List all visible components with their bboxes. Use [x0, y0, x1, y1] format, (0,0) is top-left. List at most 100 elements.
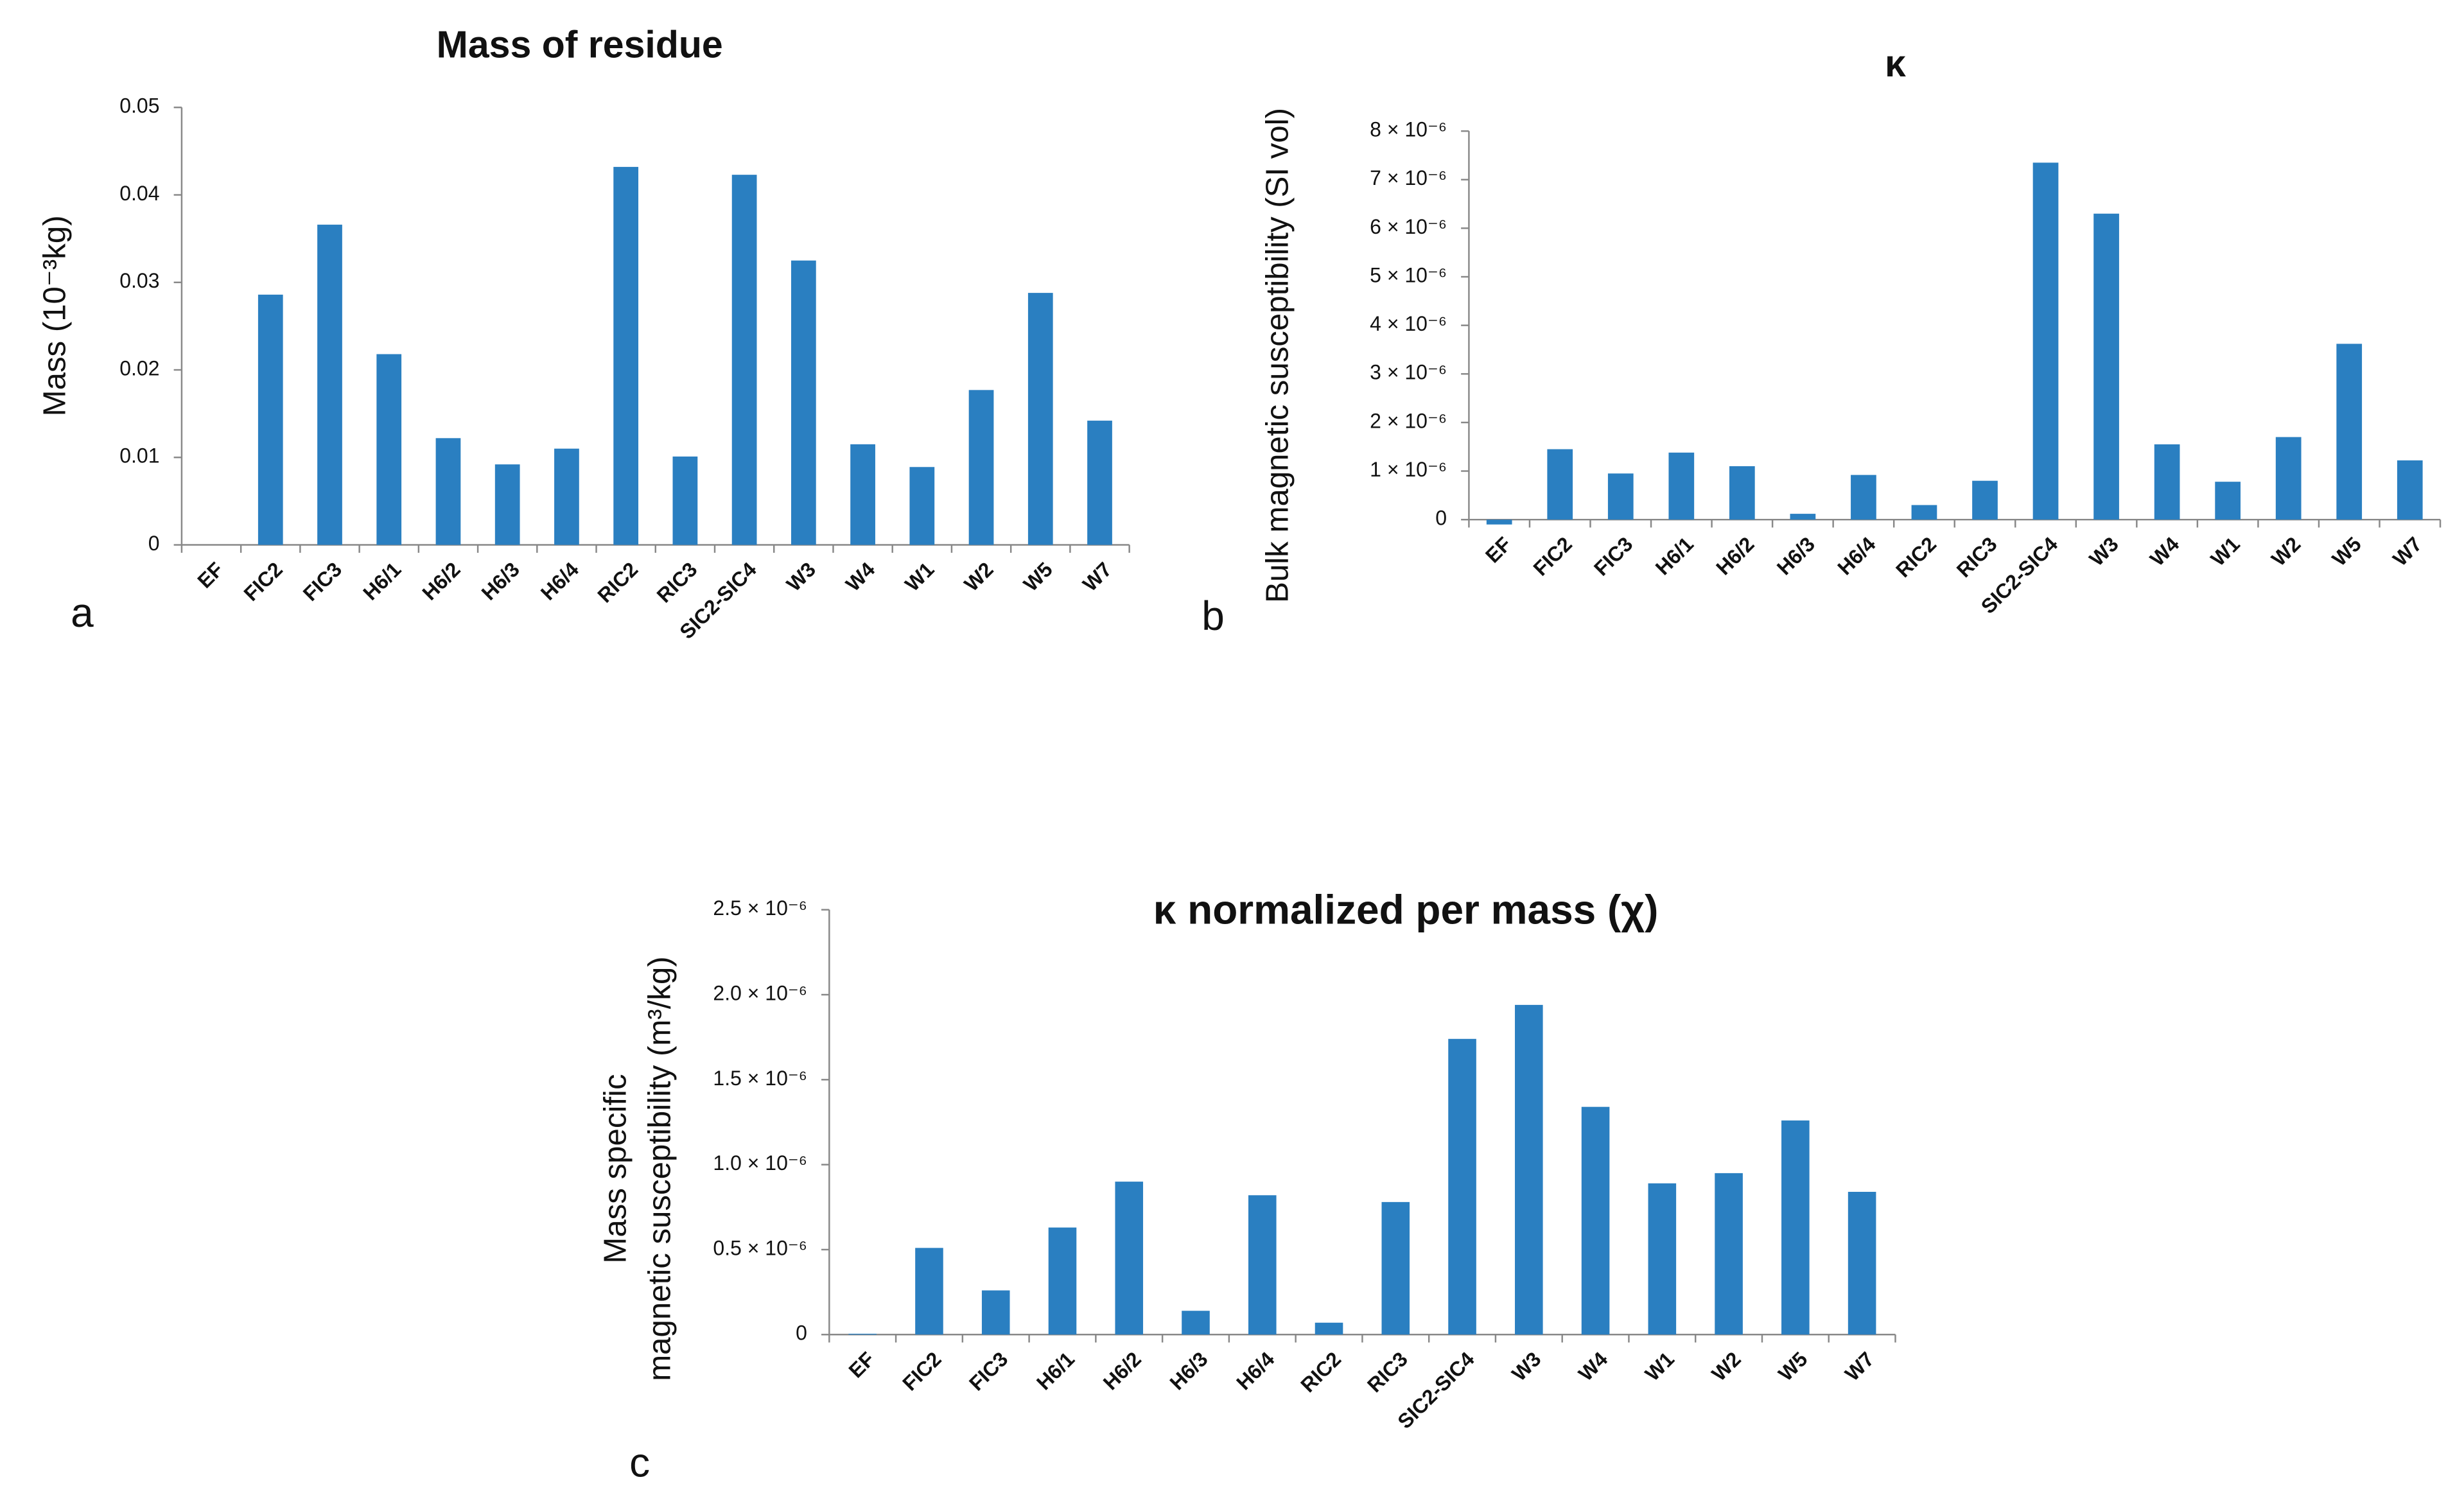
y-tick-label: 3 × 10⁻⁶: [1370, 361, 1447, 384]
bar: [1851, 475, 1876, 520]
x-tick-label: W7: [2388, 532, 2426, 570]
y-tick-label: 0.5 × 10⁻⁶: [713, 1236, 807, 1259]
bar: [554, 448, 579, 545]
x-tick-label: RIC3: [1952, 532, 2002, 582]
bar: [1115, 1182, 1144, 1335]
bar: [1315, 1322, 1343, 1335]
bar: [1607, 473, 1634, 520]
bar: [258, 294, 283, 545]
bar: [672, 456, 698, 545]
bar: [1790, 514, 1816, 520]
x-tick-label: FIC3: [299, 557, 346, 605]
bar: [1729, 466, 1755, 520]
y-axis-label: Mass (10⁻³kg): [37, 215, 73, 416]
bar: [1648, 1183, 1677, 1335]
x-tick-label: W5: [1774, 1347, 1812, 1385]
x-tick-label: FIC3: [1589, 532, 1637, 580]
x-tick-label: H6/2: [1099, 1347, 1146, 1394]
bar: [968, 390, 994, 545]
bar: [435, 438, 461, 545]
x-tick-label: FIC3: [965, 1347, 1012, 1395]
x-tick-label: H6/4: [536, 557, 583, 604]
y-tick-label: 0: [796, 1322, 807, 1345]
x-tick-label: H6/1: [1651, 532, 1698, 579]
chart-title: κ: [1885, 42, 1906, 85]
x-tick-label: W4: [2145, 532, 2184, 571]
y-tick-label: 6 × 10⁻⁶: [1370, 215, 1447, 238]
bar: [2275, 437, 2302, 520]
x-tick-label: W7: [1078, 557, 1116, 595]
bar: [1911, 505, 1937, 520]
x-tick-label: W3: [2084, 532, 2122, 570]
x-tick-label: W1: [1641, 1347, 1679, 1385]
x-tick-label: W4: [841, 557, 880, 596]
x-tick-label: RIC2: [1891, 532, 1941, 582]
panel-label: b: [1201, 593, 1225, 639]
x-tick-label: RIC2: [593, 557, 642, 607]
chart-title: κ normalized per mass (χ): [1153, 886, 1659, 932]
bar: [1486, 520, 1512, 525]
bar: [915, 1248, 943, 1335]
bar: [1581, 1106, 1610, 1335]
x-tick-label: FIC2: [1528, 532, 1576, 580]
x-tick-label: W2: [959, 557, 997, 595]
y-tick-label: 0.04: [119, 182, 159, 205]
x-tick-label: W2: [2267, 532, 2305, 570]
x-tick-label: W5: [1019, 557, 1057, 595]
x-tick-label: H6/4: [1833, 532, 1880, 579]
x-tick-label: RIC3: [652, 557, 702, 607]
x-tick-label: W5: [2328, 532, 2366, 570]
x-tick-label: W1: [900, 557, 938, 595]
y-tick-label: 5 × 10⁻⁶: [1370, 263, 1447, 286]
panel-label: a: [71, 589, 94, 636]
x-tick-label: EF: [844, 1347, 879, 1382]
y-tick-label: 1.5 × 10⁻⁶: [713, 1067, 807, 1090]
x-tick-label: H6/1: [358, 557, 405, 604]
bar: [1027, 293, 1053, 545]
x-tick-label: RIC2: [1296, 1347, 1345, 1397]
x-tick-label: W3: [782, 557, 820, 595]
bar: [2336, 344, 2363, 520]
bar: [1547, 449, 1573, 520]
bar: [909, 467, 935, 545]
bar: [1848, 1191, 1876, 1335]
bar: [1515, 1004, 1543, 1335]
bar: [317, 224, 342, 545]
bar: [1781, 1120, 1810, 1335]
bar: [2397, 460, 2423, 520]
y-tick-label: 0: [1435, 507, 1447, 530]
x-tick-label: H6/2: [417, 557, 464, 604]
bar: [2154, 444, 2180, 520]
bar: [1248, 1195, 1277, 1335]
y-tick-label: 0.05: [119, 94, 159, 118]
chart-title: Mass of residue: [437, 23, 723, 65]
bar: [850, 444, 875, 545]
y-tick-label: 2.5 × 10⁻⁶: [713, 896, 807, 920]
y-tick-label: 0.01: [119, 444, 159, 467]
x-tick-label: RIC3: [1363, 1347, 1412, 1397]
y-axis-label: Bulk magnetic susceptibility (SI vol): [1259, 108, 1295, 603]
y-axis-label: Mass specific: [598, 1074, 633, 1263]
x-tick-label: H6/2: [1711, 532, 1758, 579]
y-tick-label: 0.02: [119, 356, 159, 380]
y-tick-label: 2 × 10⁻⁶: [1370, 409, 1447, 432]
bar: [1715, 1173, 1743, 1335]
y-tick-label: 2.0 × 10⁻⁶: [713, 981, 807, 1004]
bar: [494, 464, 520, 545]
y-tick-label: 4 × 10⁻⁶: [1370, 312, 1447, 335]
bar: [1448, 1038, 1476, 1335]
x-tick-label: EF: [1481, 532, 1516, 567]
bar: [376, 354, 402, 545]
panel-label: c: [629, 1439, 650, 1485]
bar: [2032, 162, 2059, 520]
y-tick-label: 0.03: [119, 269, 159, 292]
bar: [1182, 1311, 1210, 1335]
bar: [791, 260, 816, 545]
bar: [1087, 421, 1112, 545]
x-tick-label: W2: [1707, 1347, 1745, 1385]
x-tick-label: H6/3: [1165, 1347, 1212, 1394]
y-axis-label: magnetic susceptibility (m³/kg): [642, 956, 677, 1381]
x-tick-label: H6/1: [1032, 1347, 1079, 1394]
x-tick-label: W4: [1574, 1347, 1612, 1386]
